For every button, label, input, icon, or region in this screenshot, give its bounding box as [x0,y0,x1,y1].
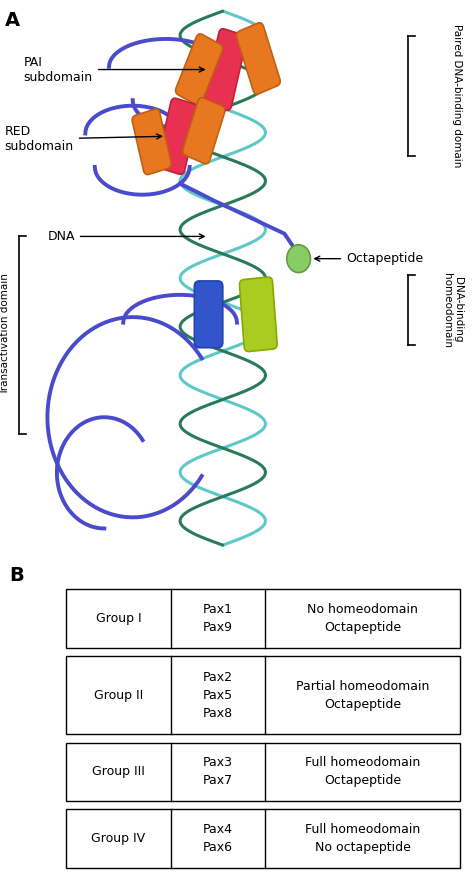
Circle shape [287,245,310,273]
FancyBboxPatch shape [183,98,225,163]
FancyBboxPatch shape [66,810,460,868]
Text: Full homeodomain
No octapeptide: Full homeodomain No octapeptide [305,823,420,855]
Text: Paired DNA-binding domain: Paired DNA-binding domain [452,24,463,168]
FancyBboxPatch shape [157,98,199,175]
Text: Partial homeodomain
Octapeptide: Partial homeodomain Octapeptide [296,680,429,711]
Text: A: A [5,11,20,30]
Text: Group II: Group II [94,689,143,702]
Text: Full homeodomain
Octapeptide: Full homeodomain Octapeptide [305,757,420,788]
FancyBboxPatch shape [194,281,223,348]
FancyBboxPatch shape [66,589,460,648]
FancyBboxPatch shape [66,743,460,802]
Text: Pax1
Pax9: Pax1 Pax9 [203,603,233,634]
Text: RED
subdomain: RED subdomain [5,125,162,153]
FancyBboxPatch shape [66,656,460,735]
Text: DNA: DNA [47,230,204,243]
Text: Octapeptide: Octapeptide [315,253,423,265]
FancyBboxPatch shape [239,277,277,351]
Text: No homeodomain
Octapeptide: No homeodomain Octapeptide [307,603,418,634]
FancyBboxPatch shape [132,109,171,175]
Text: PAI
subdomain: PAI subdomain [24,56,204,84]
Text: Group I: Group I [96,612,141,625]
Text: Group IV: Group IV [91,833,146,845]
FancyBboxPatch shape [175,34,223,105]
Text: DNA-binding
homeodomain: DNA-binding homeodomain [442,273,464,348]
Text: Group III: Group III [92,766,145,779]
Text: Pax4
Pax6: Pax4 Pax6 [203,823,233,855]
Text: Pax2
Pax5
Pax8: Pax2 Pax5 Pax8 [203,671,233,720]
Text: Transactivation domain: Transactivation domain [0,273,10,395]
Text: Pax3
Pax7: Pax3 Pax7 [203,757,233,788]
Text: B: B [9,566,24,585]
FancyBboxPatch shape [204,29,246,110]
FancyBboxPatch shape [237,23,280,94]
